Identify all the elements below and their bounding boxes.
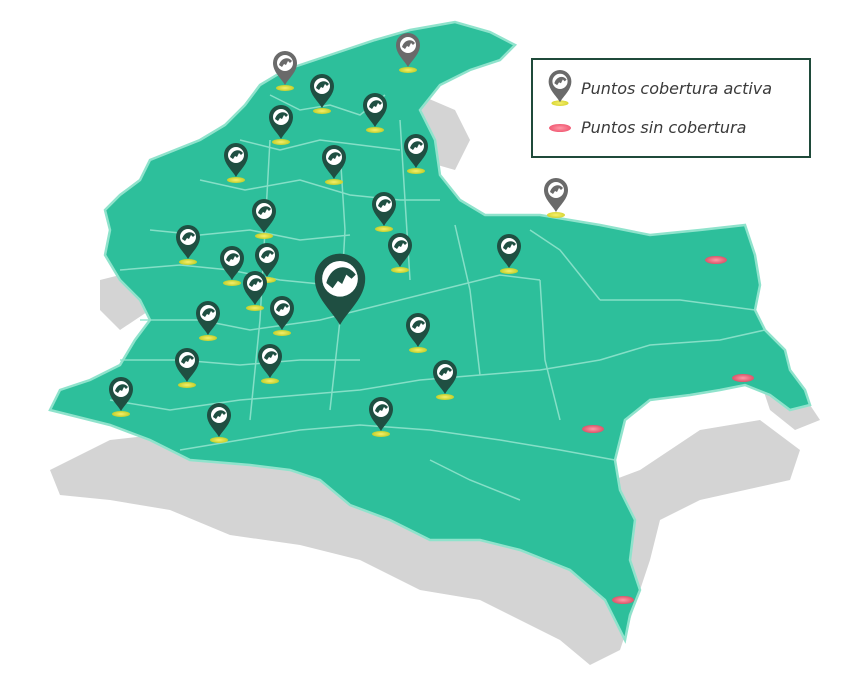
map-pin-icon <box>544 178 568 212</box>
red-dot-icon <box>612 596 634 604</box>
legend-label-inactive: Puntos sin cobertura <box>581 118 747 137</box>
central-pin-icon <box>314 253 366 325</box>
map-legend: Puntos cobertura activa Puntos sin cober… <box>531 58 811 158</box>
active-glows <box>112 67 565 443</box>
legend-label-active: Puntos cobertura activa <box>581 78 773 98</box>
red-dot-icon <box>549 123 571 132</box>
colombia-land <box>48 20 812 644</box>
legend-item-inactive: Puntos sin cobertura <box>547 118 746 137</box>
no-coverage-points <box>582 256 754 604</box>
department-borders <box>109 94 766 501</box>
map-pin-icon <box>548 70 572 106</box>
red-dot-icon <box>732 374 754 382</box>
red-dot-icon <box>582 425 604 433</box>
legend-item-active: Puntos cobertura activa <box>547 70 772 106</box>
red-dot-icon <box>705 256 727 264</box>
